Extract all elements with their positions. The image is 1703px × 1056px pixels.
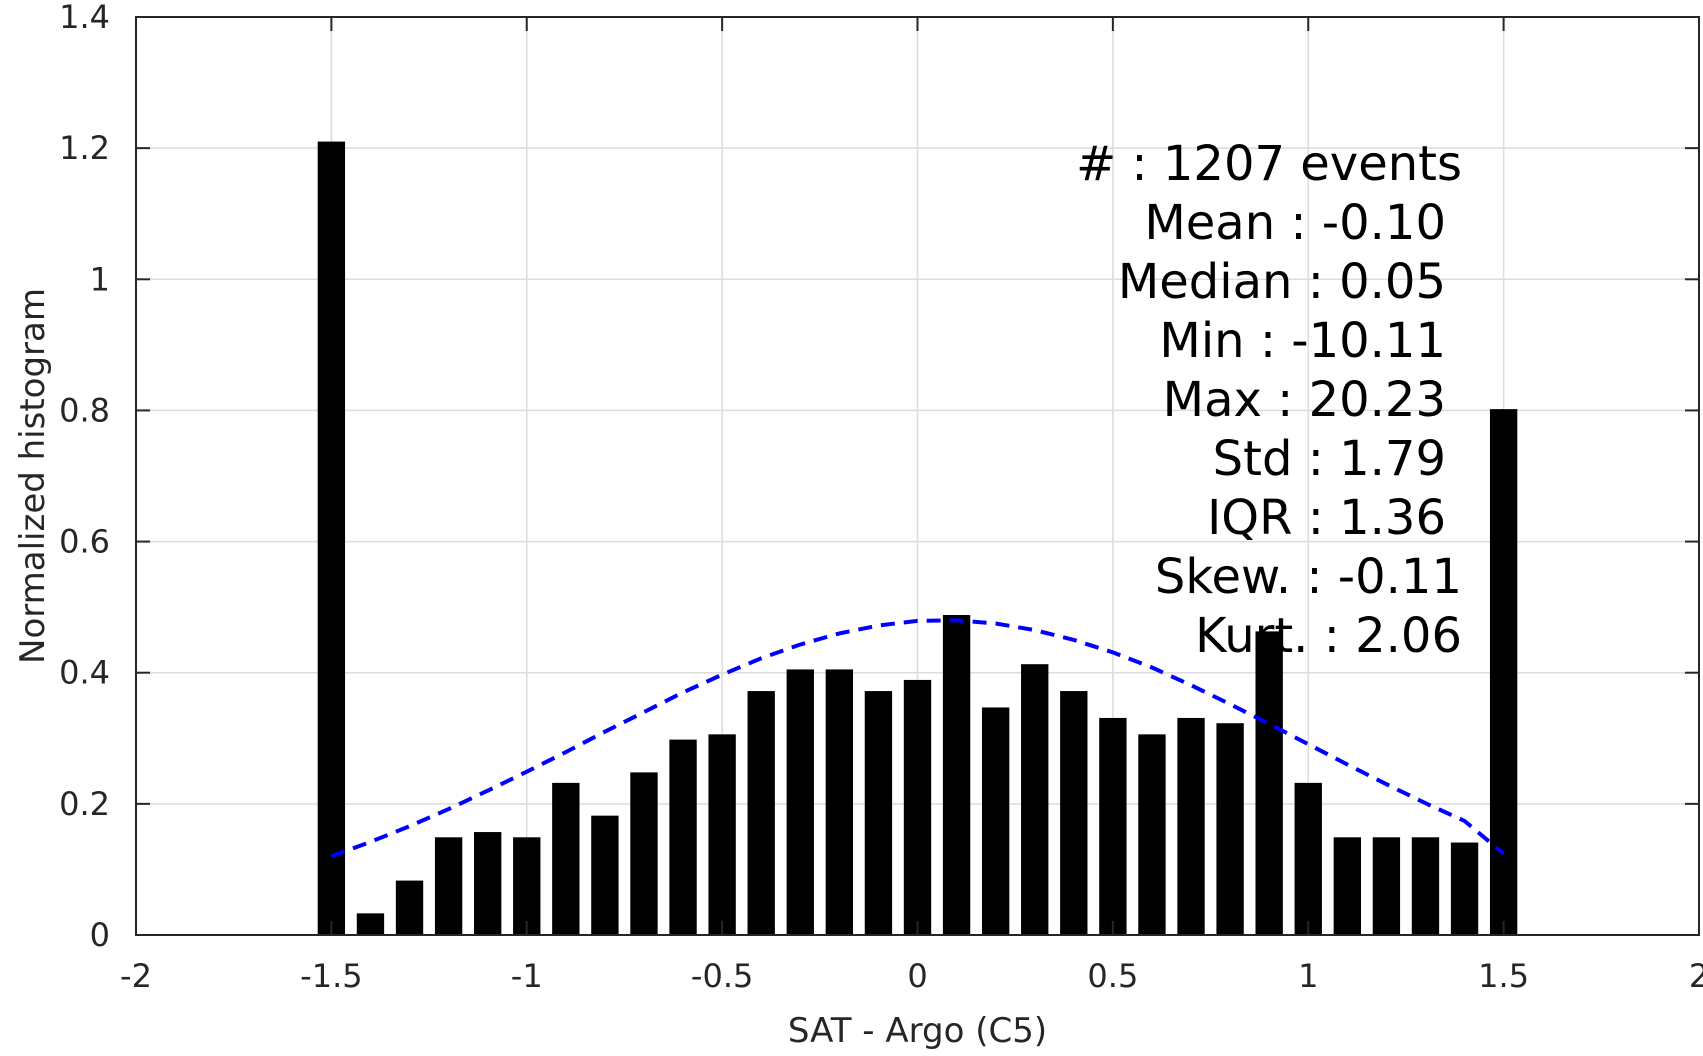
histogram-bar (942, 615, 971, 935)
y-tick-label: 1.4 (59, 0, 110, 36)
histogram-bar (1060, 691, 1088, 935)
x-tick-label: -1 (511, 957, 543, 995)
histogram-bar (317, 141, 346, 936)
histogram-bar (669, 739, 697, 935)
stat-kurt: Kurt. : 2.06 (1195, 608, 1462, 664)
histogram-bar (552, 782, 580, 935)
stat-skew: Skew. : -0.11 (1155, 549, 1462, 605)
x-tick-labels: -2 -1.5 -1 -0.5 0 0.5 1 1.5 2 (120, 957, 1703, 995)
histogram-bar (786, 669, 814, 935)
histogram-bar (1255, 631, 1283, 935)
histogram-bar (473, 832, 502, 935)
histogram-bar (903, 679, 932, 935)
histogram-bar (1411, 837, 1440, 935)
histogram-bar (864, 691, 893, 935)
histogram-bar (1216, 723, 1244, 935)
histogram-bar (513, 837, 541, 935)
x-tick-label: 0 (907, 957, 927, 995)
histogram-bar (708, 734, 736, 935)
x-tick-label: -1.5 (300, 957, 362, 995)
histogram-bar (1333, 837, 1362, 935)
histogram-bar (1138, 734, 1166, 935)
x-tick-label: -0.5 (691, 957, 753, 995)
stat-std: Std : 1.79 (1213, 431, 1446, 487)
stat-mean: Mean : -0.10 (1144, 195, 1446, 251)
histogram-bar (747, 691, 775, 935)
histogram-bars (317, 141, 1518, 936)
y-tick-labels: 0 0.2 0.4 0.6 0.8 1 1.2 1.4 (59, 0, 110, 954)
x-axis-label: SAT - Argo (C5) (788, 1011, 1047, 1051)
y-tick-label: 0.6 (59, 523, 110, 561)
y-tick-label: 0 (90, 916, 110, 954)
histogram-bar (1021, 664, 1049, 935)
histogram-bar (981, 707, 1010, 935)
histogram-bar (630, 772, 658, 935)
histogram-bar (825, 669, 854, 935)
stat-max: Max : 20.23 (1163, 372, 1446, 428)
stat-min: Min : -10.11 (1159, 313, 1446, 369)
y-tick-label: 1 (90, 260, 110, 298)
histogram-bar (434, 837, 463, 935)
histogram-bar (1294, 782, 1322, 935)
y-tick-label: 0.8 (59, 391, 110, 429)
y-axis-label: Normalized histogram (13, 288, 53, 664)
stat-events: # : 1207 events (1076, 136, 1462, 192)
normal-fit-curve (330, 618, 1505, 859)
x-tick-label: 1.5 (1478, 957, 1529, 995)
histogram-bar (1177, 717, 1205, 935)
statistics-annotation: # : 1207 events Mean : -0.10 Median : 0.… (1076, 136, 1462, 664)
x-tick-label: 0.5 (1087, 957, 1138, 995)
y-tick-label: 0.4 (59, 654, 110, 692)
histogram-bar (591, 815, 619, 935)
histogram-bar (1450, 842, 1479, 935)
histogram-bar (395, 880, 424, 935)
y-tick-label: 0.2 (59, 785, 110, 823)
x-tick-label: 2 (1689, 957, 1703, 995)
stat-iqr: IQR : 1.36 (1207, 490, 1446, 546)
histogram-bar (356, 913, 385, 935)
axis-ticks (135, 16, 1700, 936)
histogram-bar (1489, 409, 1518, 935)
stat-median: Median : 0.05 (1118, 254, 1446, 310)
y-tick-label: 1.2 (59, 129, 110, 167)
x-tick-label: -2 (120, 957, 152, 995)
histogram-bar (1099, 717, 1127, 935)
histogram-bar (1372, 837, 1401, 935)
x-tick-label: 1 (1298, 957, 1318, 995)
